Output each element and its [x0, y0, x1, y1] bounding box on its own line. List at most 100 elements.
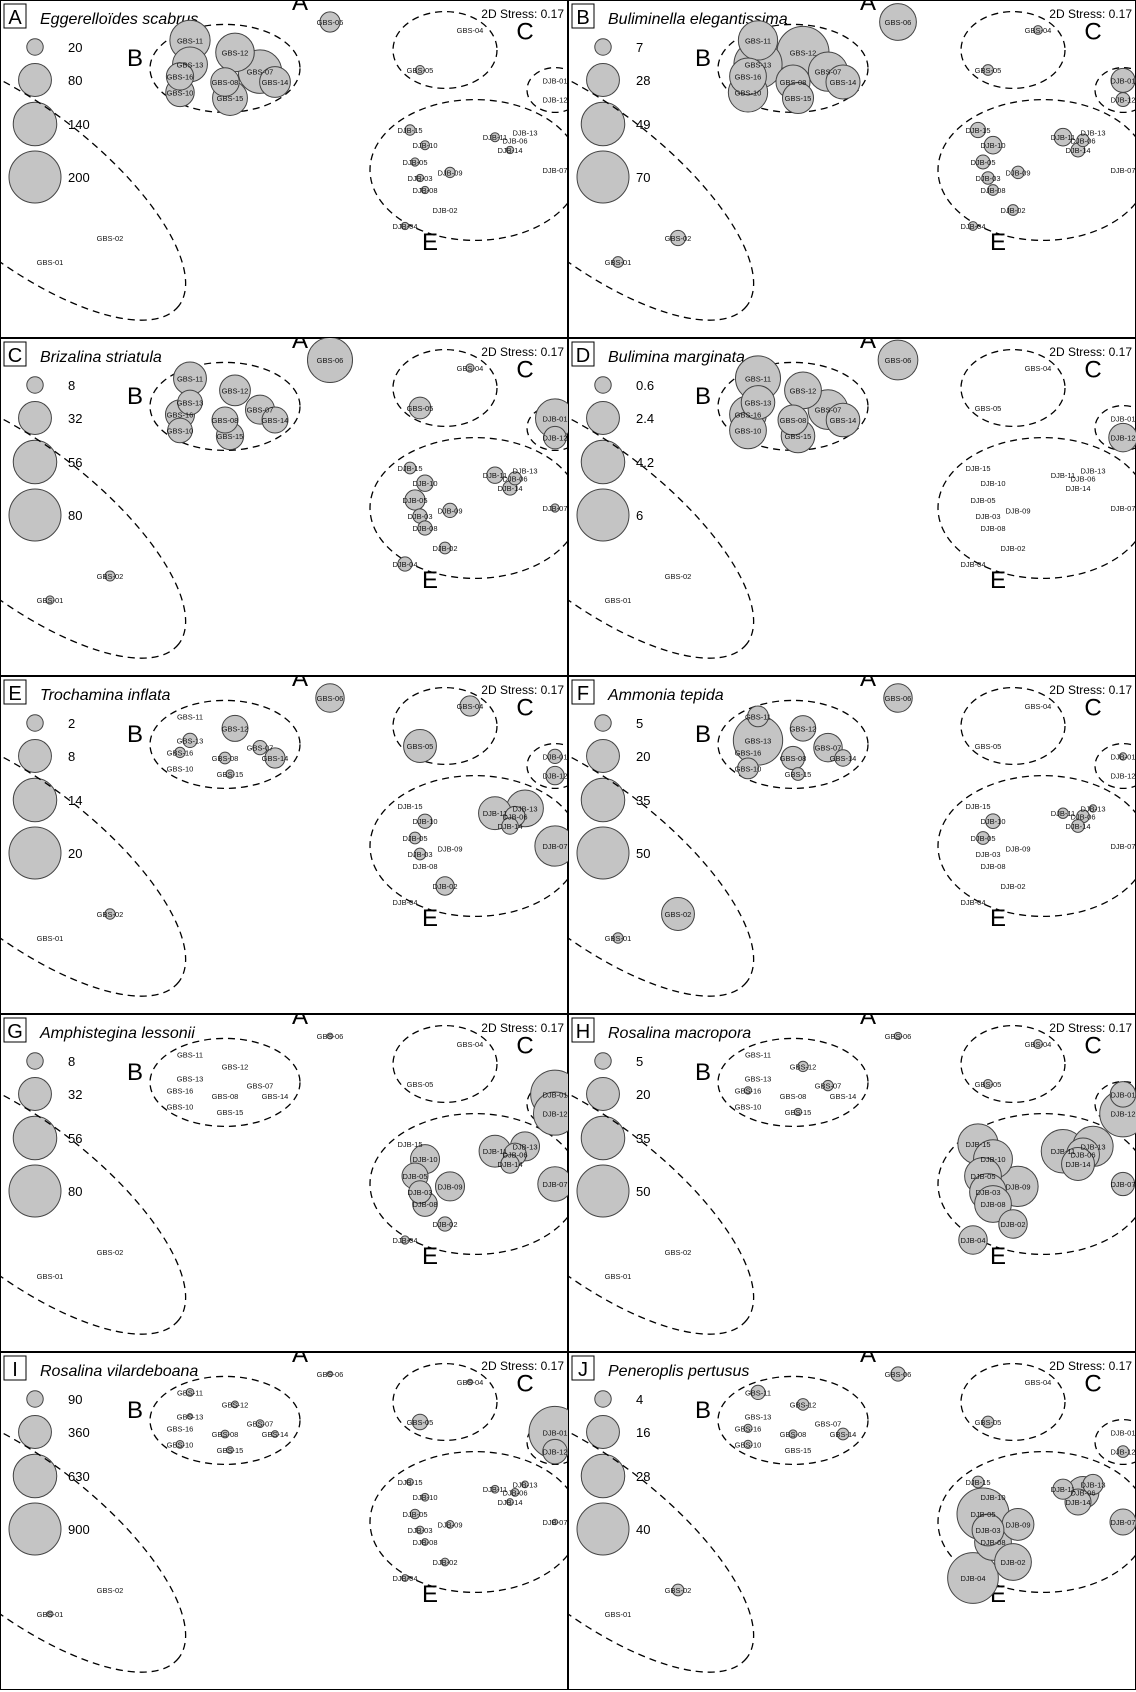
panel-letter-box — [3, 679, 27, 705]
site-label-gbs-02: GBS-02 — [665, 572, 692, 581]
site-label-djb-10: DJB-10 — [980, 817, 1005, 826]
group-label-b: B — [695, 45, 711, 72]
group-ellipse-f — [0, 51, 187, 321]
site-label-gbs-11: GBS-11 — [745, 712, 771, 721]
site-label-gbs-13: GBS-13 — [745, 398, 772, 407]
bubble-djb-12 — [532, 1091, 568, 1136]
group-ellipse-e — [937, 436, 1136, 580]
site-label-djb-10: DJB-10 — [412, 479, 437, 488]
site-label-djb-10: DJB-10 — [980, 1155, 1005, 1164]
site-label-djb-06: DJB-06 — [1070, 1150, 1095, 1159]
site-label-gbs-15: GBS-15 — [785, 94, 812, 103]
panel-frame — [568, 1014, 1136, 1352]
site-label-gbs-07: GBS-07 — [815, 1420, 842, 1429]
bubble-djb-10 — [419, 140, 431, 151]
site-label-djb-03: DJB-03 — [975, 1526, 1000, 1535]
site-label-djb-07: DJB-07 — [1110, 504, 1135, 513]
group-ellipse-d — [1094, 66, 1136, 114]
site-label-djb-03: DJB-03 — [975, 850, 1000, 859]
site-label-djb-07: DJB-07 — [542, 504, 567, 513]
group-label-a: A — [292, 0, 308, 16]
bubble-djb-13 — [1088, 804, 1098, 813]
site-label-gbs-02: GBS-02 — [665, 234, 692, 243]
group-ellipse-d — [1094, 1418, 1136, 1466]
group-label-e: E — [990, 1243, 1006, 1270]
bubble-djb-14 — [500, 1154, 520, 1174]
bubble-gbs-06 — [326, 1032, 334, 1040]
site-label-gbs-11: GBS-11 — [745, 1050, 771, 1059]
site-label-djb-12: DJB-12 — [542, 96, 567, 105]
group-ellipse-b — [149, 1375, 301, 1466]
site-label-gbs-04: GBS-04 — [1025, 1378, 1052, 1387]
panel-frame — [568, 1352, 1136, 1690]
legend-value: 28 — [636, 73, 650, 88]
bubble-gbs-12 — [789, 715, 817, 742]
site-label-djb-12: DJB-12 — [542, 1110, 567, 1119]
site-label-gbs-14: GBS-14 — [262, 1430, 289, 1439]
legend-value: 0.6 — [636, 378, 654, 393]
site-label-gbs-07: GBS-07 — [247, 1420, 274, 1429]
site-label-djb-12: DJB-12 — [1110, 1110, 1135, 1119]
bubble-djb-08 — [974, 1185, 1012, 1223]
legend-bubble — [12, 101, 58, 147]
bubble-gbs-06 — [879, 3, 917, 41]
site-label-gbs-05: GBS-05 — [407, 66, 434, 75]
bubble-djb-04 — [947, 1552, 999, 1604]
site-label-gbs-15: GBS-15 — [785, 432, 812, 441]
site-label-gbs-01: GBS-01 — [37, 1272, 64, 1281]
site-label-gbs-11: GBS-11 — [745, 1388, 771, 1397]
group-ellipse-b — [717, 23, 869, 114]
site-label-djb-05: DJB-05 — [402, 1172, 427, 1181]
site-label-gbs-04: GBS-04 — [1025, 364, 1052, 373]
bubble-gbs-04 — [465, 363, 475, 373]
group-ellipse-f — [568, 51, 755, 321]
site-label-djb-06: DJB-06 — [502, 474, 527, 483]
group-ellipse-d — [1094, 742, 1136, 790]
site-label-gbs-12: GBS-12 — [222, 724, 249, 733]
site-label-djb-15: DJB-15 — [397, 802, 422, 811]
site-label-gbs-16: GBS-16 — [167, 748, 194, 757]
site-label-djb-15: DJB-15 — [965, 1140, 990, 1149]
site-label-djb-08: DJB-08 — [412, 862, 437, 871]
site-label-gbs-05: GBS-05 — [407, 404, 434, 413]
bubble-djb-03 — [408, 1180, 432, 1204]
bubble-gbs-06 — [883, 683, 913, 713]
group-ellipse-e — [937, 1112, 1136, 1256]
bubble-gbs-04 — [1032, 1038, 1044, 1050]
group-ellipse-c — [392, 348, 498, 428]
panel-frame — [568, 338, 1136, 676]
legend-bubble — [580, 101, 626, 147]
group-label-e: E — [422, 229, 438, 256]
bubble-gbs-02 — [104, 570, 116, 582]
site-label-djb-07: DJB-07 — [542, 842, 567, 851]
site-label-gbs-15: GBS-15 — [217, 94, 244, 103]
site-label-djb-04: DJB-04 — [960, 1236, 985, 1245]
bubble-djb-15 — [404, 124, 416, 136]
site-label-gbs-07: GBS-07 — [815, 744, 842, 753]
site-label-djb-06: DJB-06 — [1070, 1488, 1095, 1497]
site-label-gbs-05: GBS-05 — [407, 742, 434, 751]
legend-bubble — [576, 150, 630, 204]
bubble-gbs-10 — [743, 1439, 753, 1450]
bubble-djb-05 — [404, 489, 426, 511]
site-label-gbs-06: GBS-06 — [317, 1032, 344, 1041]
site-label-gbs-12: GBS-12 — [790, 724, 817, 733]
site-label-gbs-07: GBS-07 — [247, 744, 274, 753]
site-label-gbs-07: GBS-07 — [815, 68, 842, 77]
site-label-gbs-04: GBS-04 — [1025, 1040, 1052, 1049]
site-label-djb-11: DJB-11 — [483, 809, 507, 818]
bubble-gbs-14 — [259, 66, 291, 98]
group-label-a: A — [292, 1003, 308, 1030]
legend-value: 2.4 — [636, 411, 654, 426]
legend-value: 5 — [636, 1054, 643, 1069]
site-label-gbs-01: GBS-01 — [605, 258, 632, 267]
bubble-gbs-07 — [255, 1419, 265, 1428]
group-label-c: C — [1084, 1371, 1101, 1398]
site-label-gbs-04: GBS-04 — [457, 702, 484, 711]
bubble-gbs-15 — [791, 767, 805, 781]
site-label-djb-11: DJB-11 — [1051, 809, 1075, 818]
panel-letter-box — [571, 3, 595, 29]
site-label-djb-09: DJB-09 — [437, 506, 462, 515]
legend-value: 16 — [636, 1425, 650, 1440]
group-label-c: C — [516, 357, 533, 384]
